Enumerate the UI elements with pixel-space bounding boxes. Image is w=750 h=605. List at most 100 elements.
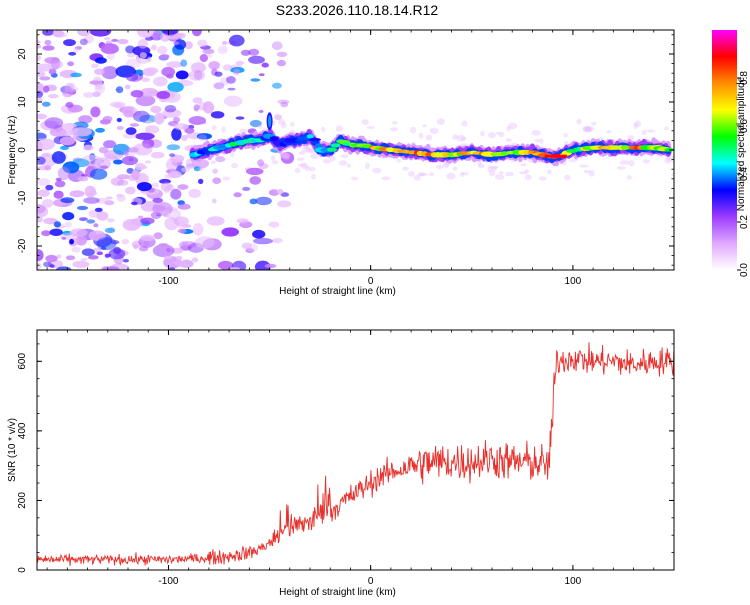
- noise-blob: [584, 126, 595, 132]
- noise-blob: [210, 111, 225, 119]
- noise-blob: [156, 91, 171, 99]
- noise-blob: [221, 227, 239, 237]
- noise-blob: [193, 70, 203, 80]
- noise-blob: [67, 61, 74, 67]
- noise-blob: [519, 171, 528, 175]
- y-tick-label: 400: [17, 422, 28, 439]
- noise-blob: [96, 251, 104, 256]
- noise-blob: [37, 63, 52, 72]
- noise-blob: [366, 126, 376, 129]
- noise-blob: [296, 157, 305, 161]
- noise-blob: [221, 126, 226, 133]
- colorbar-tick-label: 0.2: [739, 215, 750, 229]
- noise-blob: [113, 159, 123, 165]
- noise-blob: [122, 219, 141, 231]
- noise-blob: [616, 166, 626, 170]
- noise-blob: [271, 237, 283, 244]
- noise-blob: [136, 182, 152, 192]
- noise-blob: [280, 122, 287, 129]
- noise-blob: [69, 190, 85, 198]
- noise-blob: [233, 68, 240, 76]
- noise-blob: [150, 105, 162, 114]
- noise-blob: [304, 165, 311, 172]
- noise-blob: [480, 130, 485, 137]
- noise-blob: [206, 54, 213, 58]
- noise-blob: [531, 130, 541, 136]
- noise-blob: [153, 232, 163, 240]
- noise-blob: [253, 237, 273, 245]
- noise-blob: [249, 198, 258, 205]
- noise-blob: [37, 156, 46, 165]
- noise-blob: [233, 192, 242, 198]
- noise-blob: [37, 54, 42, 61]
- noise-blob: [166, 158, 178, 171]
- noise-blob: [37, 97, 43, 103]
- noise-blob: [90, 63, 99, 68]
- x-tick-label: 100: [565, 576, 582, 587]
- noise-blob: [37, 178, 51, 186]
- noise-blob: [361, 119, 369, 126]
- noise-blob: [53, 190, 64, 199]
- noise-blob: [372, 167, 382, 174]
- noise-blob: [37, 189, 50, 197]
- noise-blob: [460, 143, 470, 147]
- noise-blob: [43, 217, 58, 225]
- noise-blob: [249, 176, 261, 185]
- colorbar-tick-label: 0.0: [739, 263, 750, 277]
- noise-blob: [83, 197, 100, 204]
- noise-blob: [106, 53, 115, 60]
- spectrogram-noise: [37, 30, 674, 270]
- noise-blob: [346, 163, 351, 168]
- noise-blob: [261, 62, 269, 68]
- noise-blob: [72, 260, 90, 268]
- noise-blob: [308, 167, 316, 172]
- noise-blob: [505, 171, 514, 177]
- x-tick-label: -100: [158, 276, 178, 287]
- noise-blob: [37, 249, 44, 262]
- snr-plot-area: [37, 330, 674, 570]
- noise-blob: [70, 72, 82, 78]
- x-tick-label: 100: [565, 276, 582, 287]
- noise-blob: [505, 138, 512, 142]
- noise-blob: [477, 163, 485, 169]
- noise-blob: [188, 188, 201, 198]
- noise-blob: [231, 162, 238, 169]
- noise-blob: [329, 155, 336, 162]
- noise-blob: [413, 174, 421, 181]
- noise-blob: [197, 39, 208, 48]
- noise-blob: [90, 106, 101, 118]
- noise-blob: [153, 76, 168, 87]
- noise-blob: [121, 238, 130, 245]
- noise-blob: [80, 258, 88, 261]
- noise-blob: [597, 136, 604, 141]
- noise-blob: [181, 167, 190, 173]
- noise-blob: [111, 38, 119, 42]
- noise-blob: [646, 129, 656, 133]
- noise-blob: [192, 257, 199, 263]
- noise-blob: [227, 87, 236, 91]
- noise-blob: [520, 163, 527, 167]
- noise-blob: [87, 255, 99, 260]
- noise-blob: [257, 159, 265, 167]
- noise-blob: [222, 41, 227, 45]
- noise-blob: [150, 151, 165, 159]
- colorbar-label: Normalized spectral amplitude: [736, 76, 747, 211]
- noise-blob: [425, 134, 433, 141]
- noise-blob: [208, 61, 220, 70]
- noise-blob: [538, 176, 547, 181]
- noise-blob: [60, 145, 69, 150]
- ridge-core: [269, 136, 279, 142]
- noise-blob: [168, 267, 176, 270]
- noise-blob: [459, 171, 465, 177]
- noise-blob: [167, 82, 184, 93]
- noise-blob: [258, 124, 263, 129]
- noise-blob: [215, 156, 226, 163]
- noise-blob: [211, 125, 217, 130]
- noise-blob: [171, 247, 184, 254]
- noise-blob: [202, 160, 209, 164]
- noise-blob: [39, 76, 51, 81]
- noise-blob: [178, 241, 189, 249]
- noise-blob: [498, 171, 504, 175]
- noise-blob: [488, 131, 496, 139]
